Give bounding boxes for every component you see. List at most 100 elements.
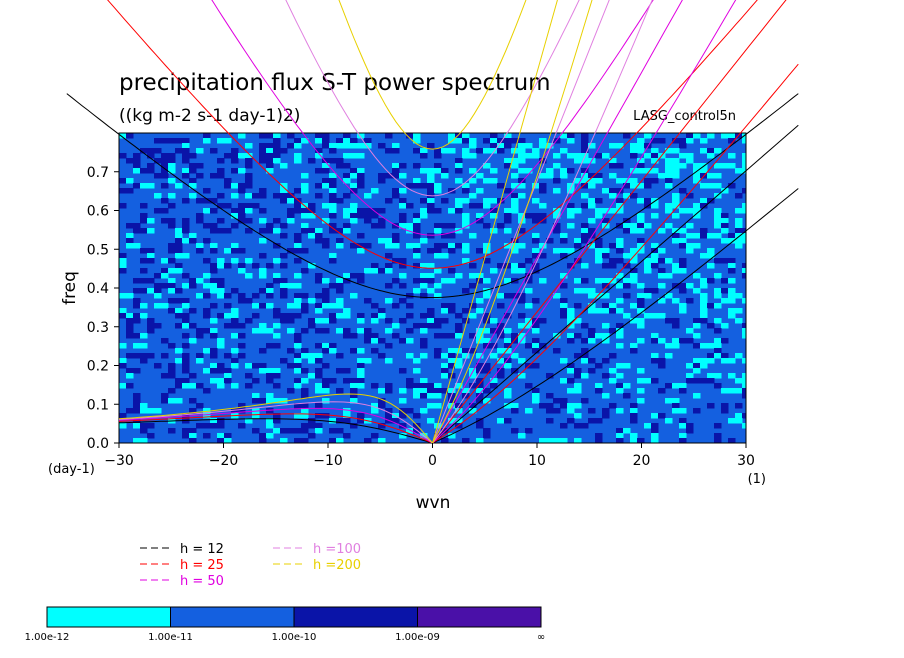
- heatmap-cell: [133, 183, 141, 189]
- heatmap-cell: [469, 143, 477, 149]
- heatmap-cell: [581, 148, 589, 154]
- heatmap-cell: [406, 378, 414, 384]
- heatmap-cell: [658, 173, 666, 179]
- heatmap-cell: [714, 423, 722, 429]
- heatmap-cell: [182, 138, 190, 144]
- heatmap-cell: [203, 293, 211, 299]
- heatmap-cell: [476, 423, 484, 429]
- heatmap-cell: [693, 378, 701, 384]
- heatmap-cell: [399, 273, 407, 279]
- heatmap-cell: [322, 318, 330, 324]
- heatmap-cell: [329, 313, 337, 319]
- heatmap-cell: [483, 313, 491, 319]
- heatmap-cell: [567, 323, 575, 329]
- heatmap-cell: [322, 203, 330, 209]
- heatmap-cell: [511, 408, 519, 414]
- heatmap-cell: [252, 203, 260, 209]
- heatmap-cell: [322, 143, 330, 149]
- heatmap-cell: [630, 193, 638, 199]
- heatmap-cell: [602, 218, 610, 224]
- heatmap-cell: [182, 238, 190, 244]
- heatmap-cell: [280, 278, 288, 284]
- heatmap-cell: [154, 148, 162, 154]
- heatmap-cell: [357, 363, 365, 369]
- heatmap-cell: [434, 223, 442, 229]
- heatmap-cell: [567, 338, 575, 344]
- heatmap-cell: [581, 193, 589, 199]
- heatmap-cell: [539, 213, 547, 219]
- heatmap-cell: [294, 158, 302, 164]
- heatmap-cell: [357, 358, 365, 364]
- heatmap-cell: [217, 218, 225, 224]
- heatmap-cell: [693, 173, 701, 179]
- heatmap-cell: [343, 138, 351, 144]
- heatmap-cell: [385, 253, 393, 259]
- heatmap-cell: [560, 253, 568, 259]
- heatmap-cell: [434, 243, 442, 249]
- heatmap-cell: [308, 433, 316, 439]
- heatmap-cell: [322, 343, 330, 349]
- heatmap-cell: [672, 323, 680, 329]
- heatmap-cell: [448, 248, 456, 254]
- legend-label: h =200: [313, 558, 361, 573]
- heatmap-cell: [644, 168, 652, 174]
- heatmap-cell: [581, 178, 589, 184]
- heatmap-cell: [224, 153, 232, 159]
- heatmap-cell: [483, 343, 491, 349]
- heatmap-cell: [140, 408, 148, 414]
- heatmap-cell: [581, 173, 589, 179]
- x-tick-label: −10: [313, 453, 343, 469]
- heatmap-cell: [623, 253, 631, 259]
- heatmap-cell: [560, 358, 568, 364]
- heatmap-cell: [560, 148, 568, 154]
- heatmap-cell: [581, 223, 589, 229]
- heatmap-cell: [259, 323, 267, 329]
- heatmap-cell: [140, 268, 148, 274]
- heatmap-cell: [343, 333, 351, 339]
- heatmap-cell: [672, 298, 680, 304]
- heatmap-cell: [504, 188, 512, 194]
- heatmap-cell: [693, 178, 701, 184]
- heatmap-cell: [168, 193, 176, 199]
- mrg-curve-h100: [432, 0, 653, 444]
- heatmap-cell: [154, 283, 162, 289]
- heatmap-cell: [315, 328, 323, 334]
- heatmap-cell: [539, 158, 547, 164]
- heatmap-cell: [217, 423, 225, 429]
- heatmap-cell: [336, 243, 344, 249]
- heatmap-cell: [679, 238, 687, 244]
- heatmap-cell: [126, 408, 134, 414]
- heatmap-cell: [329, 428, 337, 434]
- heatmap-cell: [182, 353, 190, 359]
- x-tick-label: 0: [428, 453, 437, 469]
- heatmap-cell: [728, 308, 736, 314]
- heatmap-cell: [308, 423, 316, 429]
- heatmap-cell: [490, 148, 498, 154]
- heatmap-cell: [252, 393, 260, 399]
- heatmap-cell: [497, 263, 505, 269]
- heatmap-cell: [714, 223, 722, 229]
- heatmap-cell: [322, 293, 330, 299]
- heatmap-cell: [336, 298, 344, 304]
- heatmap-cell: [721, 323, 729, 329]
- heatmap-cell: [399, 173, 407, 179]
- heatmap-cell: [637, 283, 645, 289]
- heatmap-cell: [728, 233, 736, 239]
- heatmap-cell: [665, 148, 673, 154]
- heatmap-cell: [399, 163, 407, 169]
- heatmap-cell: [483, 148, 491, 154]
- heatmap-cell: [357, 243, 365, 249]
- heatmap-cell: [728, 278, 736, 284]
- heatmap-cell: [525, 318, 533, 324]
- heatmap-cell: [420, 213, 428, 219]
- heatmap-cell: [189, 383, 197, 389]
- heatmap-cell: [343, 178, 351, 184]
- heatmap-cell: [420, 278, 428, 284]
- heatmap-cell: [294, 153, 302, 159]
- heatmap-cell: [287, 213, 295, 219]
- heatmap-cell: [329, 228, 337, 234]
- heatmap-cell: [196, 403, 204, 409]
- heatmap-cell: [735, 353, 743, 359]
- heatmap-cell: [420, 273, 428, 279]
- heatmap-cell: [273, 153, 281, 159]
